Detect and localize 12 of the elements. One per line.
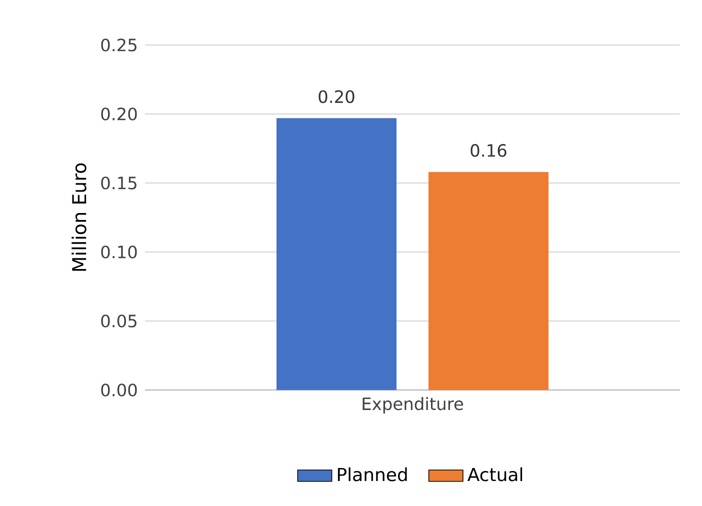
y-tick-label: 0.00 [101, 384, 137, 396]
y-tick-label: 0.25 [101, 38, 136, 52]
y-tick-label: 0.05 [101, 314, 136, 328]
data-label: 0.20 [318, 90, 354, 104]
y-tick-label: 0.15 [101, 176, 136, 190]
y-axis-title: Million Euro [72, 163, 86, 271]
data-label: 0.16 [470, 144, 506, 157]
legend-label: Planned [338, 467, 407, 482]
x-tick-label: Expenditure [362, 397, 464, 414]
legend-label: Actual [467, 467, 522, 482]
y-tick-label: 0.10 [101, 246, 137, 258]
y-tick-label: 0.20 [101, 108, 137, 120]
